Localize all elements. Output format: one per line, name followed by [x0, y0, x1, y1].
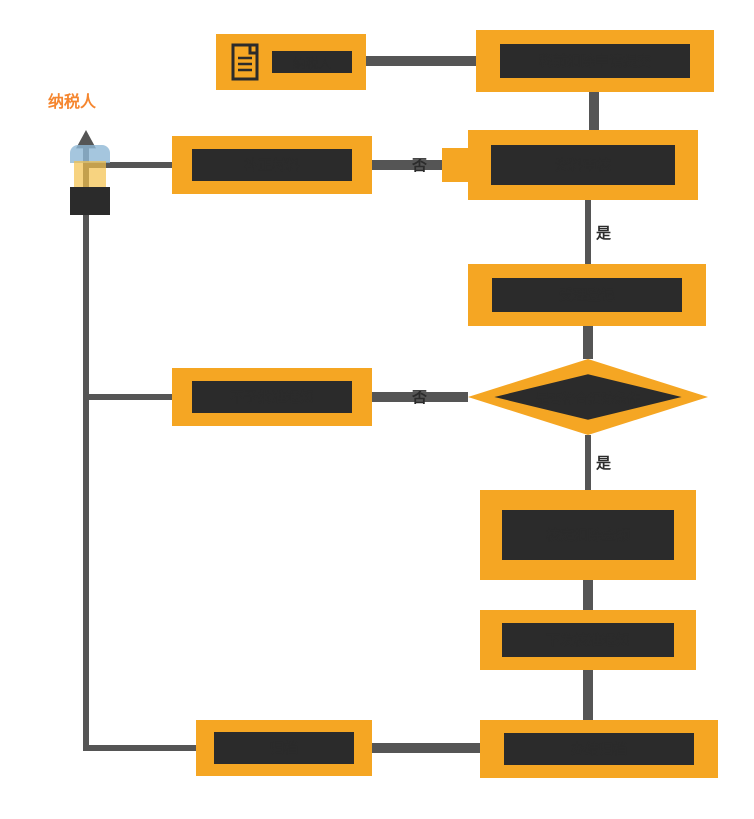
node-n5: 不予批准通知 — [172, 368, 372, 426]
avatar-decoration — [70, 145, 110, 215]
edge-label: 是 — [596, 222, 611, 243]
node-layer: 否是否是 纳税人 纳税人税前扣除申请提交补正材料资料审核受理登记不予批准通知核定… — [0, 0, 754, 819]
taxpayer-label: 纳税人 — [48, 88, 96, 112]
node-label: 不予批准通知 — [172, 368, 372, 426]
node-label: 核定扣除金额 — [480, 490, 696, 580]
node-n8: 下发核准通知 — [480, 610, 696, 670]
node-label: 受理登记 — [468, 264, 706, 326]
node-label: 下发核准通知 — [480, 610, 696, 670]
node-n3-notch — [442, 148, 468, 182]
edge-label: 否 — [412, 154, 427, 175]
node-label: 税前扣除申请提交 — [476, 30, 714, 92]
document-icon — [230, 42, 262, 82]
node-n10: 归档 — [196, 720, 372, 776]
node-n1: 税前扣除申请提交 — [476, 30, 714, 92]
node-n7: 核定扣除金额 — [480, 490, 696, 580]
edge-label: 否 — [412, 386, 427, 407]
node-label: 纳税人 — [272, 51, 352, 73]
node-n3: 资料审核 — [468, 130, 698, 200]
edge-label: 是 — [596, 452, 611, 473]
node-n9: 办结归档 — [480, 720, 718, 778]
node-diamond-label: 是否符合扣除条件 — [468, 387, 708, 407]
node-n4: 受理登记 — [468, 264, 706, 326]
node-label: 办结归档 — [480, 720, 718, 778]
node-icon-start: 纳税人 — [216, 34, 366, 90]
node-label: 归档 — [196, 720, 372, 776]
node-label: 补正材料 — [172, 136, 372, 194]
node-n2: 补正材料 — [172, 136, 372, 194]
node-label: 资料审核 — [468, 130, 698, 200]
